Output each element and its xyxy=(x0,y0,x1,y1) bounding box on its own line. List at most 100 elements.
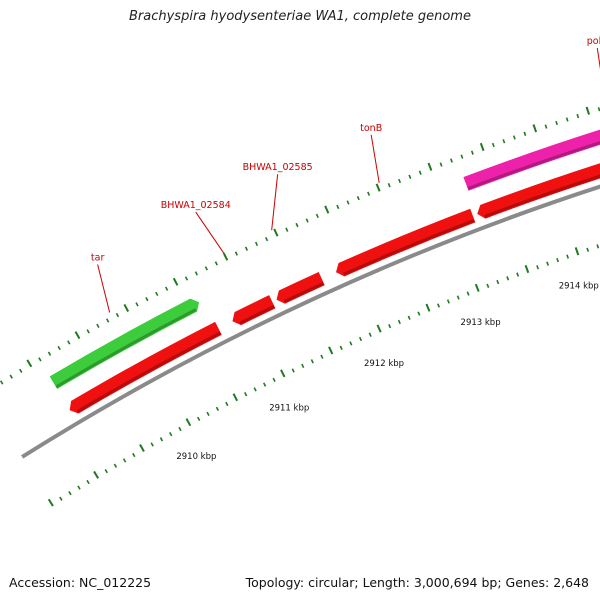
scale-tick xyxy=(491,142,495,148)
scale-tick xyxy=(576,113,580,119)
scale-tick xyxy=(204,266,208,271)
gene-shade-tonB xyxy=(343,218,475,276)
scale-tick xyxy=(356,195,360,201)
scale-tick xyxy=(502,139,506,144)
genome-summary-text: Topology: circular; Length: 3,000,694 bp… xyxy=(245,575,589,590)
scale-tick xyxy=(273,228,279,237)
scale-tick xyxy=(310,359,314,364)
gene-label-tar: tar xyxy=(91,253,105,264)
gene-arrow-tonB[interactable] xyxy=(336,208,476,277)
scale-tick xyxy=(425,303,431,312)
scale-label: 2914 kbp xyxy=(559,282,599,292)
scale-tick xyxy=(105,318,110,323)
gene-shade-gene-minus-2 xyxy=(484,174,600,218)
scale-tick xyxy=(446,299,450,304)
scale-tick xyxy=(123,303,130,312)
scale-tick xyxy=(486,283,490,289)
scale-tick xyxy=(556,257,560,263)
scale-tick xyxy=(86,479,90,485)
scale-tick xyxy=(178,426,182,432)
gene-arrow-BHWA1_02584[interactable] xyxy=(232,295,276,326)
scale-tick xyxy=(532,124,538,133)
scale-tick xyxy=(460,154,464,159)
scale-tick xyxy=(388,323,392,329)
gene-shade-BHWA1_02584 xyxy=(239,305,275,325)
scale-tick xyxy=(315,213,319,219)
scale-tick xyxy=(466,291,470,296)
scale-tick xyxy=(222,252,229,261)
gene-label-leader xyxy=(97,264,111,313)
scale-tick xyxy=(470,150,474,155)
scale-label: 2913 kbp xyxy=(461,318,501,328)
scale-tick xyxy=(417,311,421,316)
scale-tick xyxy=(546,261,550,266)
gene-shade-polA xyxy=(467,141,600,190)
gene-shade-tar xyxy=(55,308,197,389)
scale-tick xyxy=(427,162,433,171)
gene-arrow-tar[interactable] xyxy=(49,298,200,390)
scale-label: 2910 kbp xyxy=(176,452,216,462)
scale-tick xyxy=(253,387,257,392)
accession-text: Accession: NC_012225 xyxy=(9,575,152,590)
scale-tick xyxy=(506,276,510,281)
scale-tick xyxy=(536,265,540,270)
scale-tick xyxy=(184,276,189,281)
scale-tick xyxy=(349,341,353,346)
scale-tick xyxy=(169,432,173,437)
scale-tick xyxy=(437,303,441,308)
gene-arrow-gene-minus-2[interactable] xyxy=(477,114,600,219)
gene-label-leader xyxy=(195,211,225,254)
gene-arrow-BHWA1_02585[interactable] xyxy=(276,272,325,304)
scale-tick xyxy=(244,392,248,397)
scale-tick xyxy=(47,498,54,507)
scale-tick xyxy=(272,377,276,383)
scale-tick xyxy=(295,222,299,228)
scale-tick xyxy=(320,354,324,359)
gene-shade-gene-minus-1 xyxy=(76,331,222,413)
scale-tick xyxy=(122,458,127,463)
scale-tick xyxy=(234,251,238,256)
scale-tick xyxy=(596,244,600,249)
scale-tick xyxy=(194,271,199,276)
scale-tick xyxy=(150,442,154,447)
scale-label: 2912 kbp xyxy=(364,359,404,369)
scale-tick xyxy=(215,406,220,412)
scale-tick xyxy=(285,227,289,232)
scale-tick xyxy=(597,107,600,112)
scale-tick xyxy=(232,393,239,402)
scale-tick xyxy=(524,264,530,274)
scale-tick xyxy=(265,236,269,242)
scale-tick xyxy=(197,416,201,422)
gene-arrow-gene-minus-1[interactable] xyxy=(69,321,222,414)
scale-tick xyxy=(93,470,100,479)
scale-label: 2911 kbp xyxy=(269,403,309,413)
scale-tick xyxy=(339,345,343,350)
scale-tick xyxy=(145,296,149,302)
scale-tick xyxy=(74,331,81,340)
gene-label-BHWA1_02585: BHWA1_02585 xyxy=(243,162,313,173)
scale-tick xyxy=(47,351,52,356)
scale-tick xyxy=(387,183,391,188)
scale-tick xyxy=(59,496,63,501)
scale-tick xyxy=(132,452,136,458)
scale-tick xyxy=(397,319,401,325)
scale-tick xyxy=(86,329,90,334)
gene-label-leader xyxy=(370,134,380,183)
scale-tick xyxy=(450,158,453,163)
scale-tick xyxy=(263,382,267,387)
scale-tick xyxy=(324,205,330,214)
scale-tick xyxy=(104,469,108,474)
scale-tick xyxy=(9,374,13,379)
scale-tick xyxy=(555,120,558,126)
scale-tick xyxy=(496,279,500,285)
scale-tick xyxy=(346,200,350,205)
genome-backbone xyxy=(21,184,600,459)
gene-shade-BHWA1_02585 xyxy=(283,281,325,303)
scale-tick xyxy=(523,131,527,136)
scale-tick xyxy=(479,142,485,152)
scale-tick xyxy=(407,315,411,320)
scale-tick xyxy=(225,401,229,407)
gene-arrow-polA[interactable] xyxy=(463,85,600,191)
scale-tick xyxy=(254,241,259,247)
